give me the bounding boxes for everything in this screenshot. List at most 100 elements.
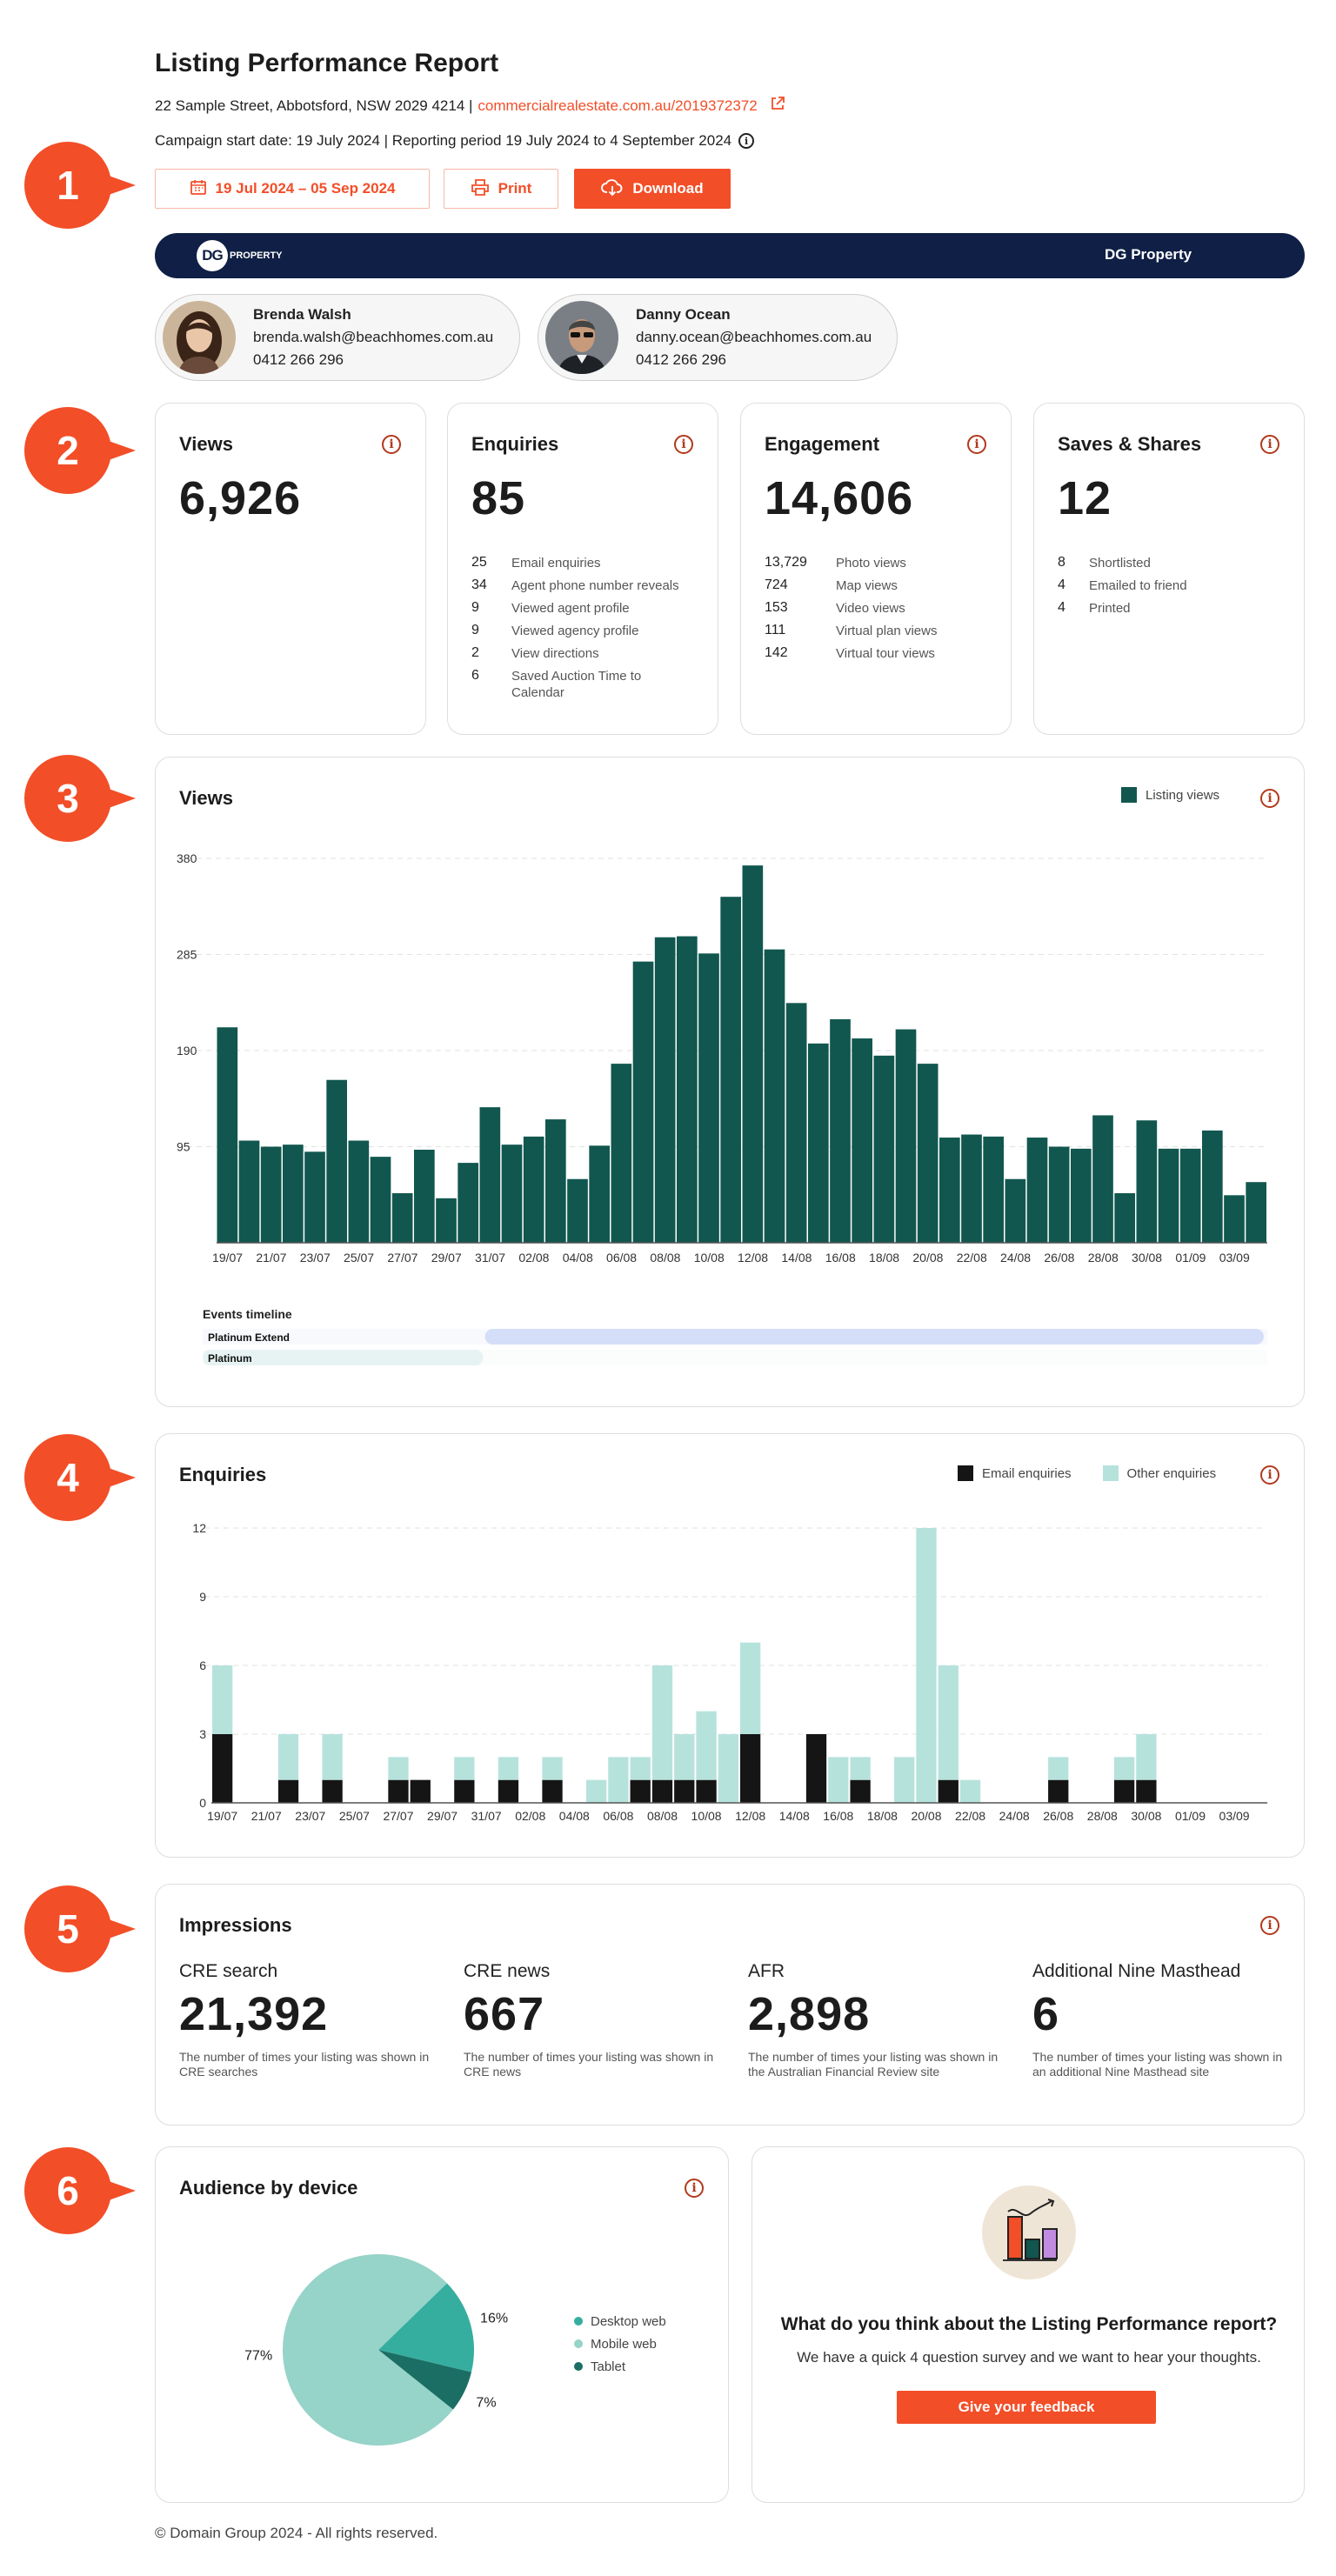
agent-phone[interactable]: 0412 266 296 (253, 351, 344, 368)
card-title: Views (179, 433, 233, 455)
give-feedback-button[interactable]: Give your feedback (897, 2391, 1156, 2424)
agent-name: Brenda Walsh (253, 306, 351, 323)
y-tick-label: 6 (199, 1658, 206, 1672)
views-bar (785, 1003, 807, 1243)
views-bar (391, 1193, 413, 1243)
x-tick-label: 31/07 (475, 1251, 505, 1265)
agent-avatar (163, 301, 236, 374)
x-tick-label: 14/08 (779, 1809, 810, 1823)
legend-label: Mobile web (591, 2337, 657, 2352)
agent-phone[interactable]: 0412 266 296 (636, 351, 726, 368)
legend-label-other: Other enquiries (1126, 1465, 1217, 1481)
legend-swatch-email (958, 1465, 973, 1481)
views-bar (1114, 1193, 1135, 1243)
other-enquiries-bar (322, 1734, 343, 1780)
impressions-title: Impressions (179, 1914, 292, 1936)
date-range-button[interactable]: 19 Jul 2024 – 05 Sep 2024 (155, 169, 430, 209)
x-tick-label: 08/08 (647, 1809, 678, 1823)
other-enquiries-bar (1136, 1734, 1157, 1780)
info-icon[interactable]: i (1260, 1916, 1279, 1935)
views-legend: Listing views (1121, 787, 1219, 803)
views-bar (436, 1198, 457, 1243)
enquiries-chart-card: Enquiries Email enquiries Other enquirie… (155, 1433, 1305, 1858)
views-bar (1071, 1148, 1092, 1243)
info-icon[interactable]: i (674, 435, 693, 454)
download-button[interactable]: Download (574, 169, 731, 209)
legend-label: Desktop web (591, 2314, 666, 2329)
external-link-icon[interactable] (770, 96, 785, 116)
agent-card-danny[interactable]: Danny Ocean danny.ocean@beachhomes.com.a… (538, 294, 898, 381)
pie-value-label: 77% (244, 2349, 272, 2364)
impression-cre-search: CRE search 21,392 The number of times yo… (179, 1961, 430, 2079)
printer-icon (471, 178, 490, 200)
pie-slice-mobile-web (283, 2254, 453, 2446)
email-enquiries-bar (850, 1779, 871, 1803)
info-icon[interactable]: i (1260, 789, 1279, 808)
timeline-bar (484, 1329, 1264, 1345)
views-bar (873, 1055, 895, 1243)
views-bar (283, 1145, 304, 1243)
stat-row: 9 Viewed agent profile (471, 600, 630, 616)
feedback-title: What do you think about the Listing Perf… (780, 2314, 1278, 2334)
views-chart-title: Views (179, 787, 233, 809)
summary-card-enquiries: Enquiries i 85 25 Email enquiries 34 Agent… (447, 403, 718, 735)
other-enquiries-bar (1113, 1757, 1135, 1780)
x-tick-label: 04/08 (559, 1809, 590, 1823)
stat-row: 153 Video views (765, 600, 905, 616)
agent-card-brenda[interactable]: Brenda Walsh brenda.walsh@beachhomes.com… (155, 294, 520, 381)
x-tick-label: 16/08 (825, 1251, 856, 1265)
email-enquiries-bar (805, 1734, 827, 1803)
x-tick-label: 24/08 (999, 1809, 1030, 1823)
x-tick-label: 08/08 (650, 1251, 680, 1265)
info-icon[interactable]: i (1260, 1465, 1279, 1485)
views-bar (1005, 1178, 1026, 1243)
x-tick-label: 22/08 (957, 1251, 987, 1265)
other-enquiries-bar (212, 1665, 233, 1734)
stat-row: 724 Map views (765, 577, 898, 593)
info-icon[interactable]: i (967, 435, 986, 454)
x-tick-label: 06/08 (606, 1251, 637, 1265)
views-bar (808, 1043, 829, 1243)
card-title: Engagement (765, 433, 880, 455)
card-value: 85 (471, 472, 526, 524)
x-tick-label: 25/07 (339, 1809, 370, 1823)
section-badge-5: 5 (24, 1885, 136, 1972)
x-tick-label: 04/08 (563, 1251, 593, 1265)
info-icon[interactable]: i (685, 2179, 704, 2198)
email-enquiries-bar (696, 1779, 717, 1803)
agent-email[interactable]: danny.ocean@beachhomes.com.au (636, 329, 872, 345)
print-button[interactable]: Print (444, 169, 558, 209)
summary-card-saves-shares: Saves & Shares i 12 8 Shortlisted 4 Emaile… (1033, 403, 1305, 735)
card-value: 14,606 (765, 472, 914, 524)
cloud-download-icon (601, 177, 624, 201)
pie-slice-tablet (378, 2350, 471, 2410)
stat-row: 13,729 Photo views (765, 555, 906, 571)
listing-address: 22 Sample Street, Abbotsford, NSW 2029 4… (155, 97, 473, 114)
card-title: Enquiries (471, 433, 559, 455)
stat-row: 8 Shortlisted (1058, 555, 1151, 571)
views-bar (238, 1140, 260, 1243)
enquiries-chart-title: Enquiries (179, 1464, 267, 1485)
views-bar (611, 1064, 632, 1243)
email-enquiries-bar (630, 1779, 651, 1803)
listing-link[interactable]: commercialrealestate.com.au/2019372372 (478, 97, 758, 114)
campaign-period: Campaign start date: 19 July 2024 | Repo… (155, 132, 755, 150)
info-icon[interactable]: i (382, 435, 401, 454)
card-value: 12 (1058, 472, 1112, 524)
other-enquiries-bar (894, 1757, 915, 1803)
info-icon[interactable]: i (1260, 435, 1279, 454)
other-enquiries-bar (828, 1757, 849, 1803)
y-tick-label: 9 (199, 1590, 206, 1604)
views-bar (1092, 1115, 1113, 1243)
summary-card-views: Views i 6,926 (155, 403, 426, 735)
stat-row: 34 Agent phone number reveals (471, 577, 679, 593)
other-enquiries-bar (608, 1757, 629, 1803)
other-enquiries-bar (630, 1757, 651, 1780)
calendar-icon (190, 178, 207, 200)
views-bar (326, 1079, 347, 1243)
other-enquiries-bar (454, 1757, 475, 1780)
info-icon[interactable]: i (738, 133, 755, 149)
section-badge-1: 1 (24, 142, 136, 229)
y-tick-label: 12 (192, 1521, 206, 1535)
agent-email[interactable]: brenda.walsh@beachhomes.com.au (253, 329, 494, 345)
